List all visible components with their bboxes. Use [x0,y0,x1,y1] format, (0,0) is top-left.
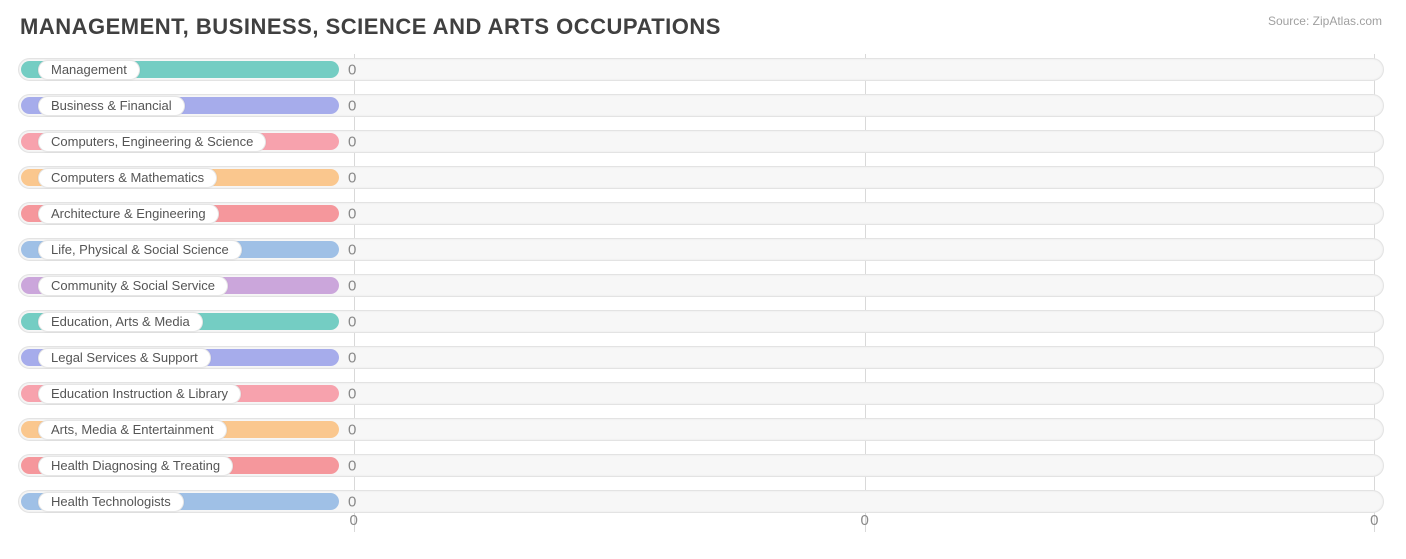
bar-label: Community & Social Service [38,276,228,296]
bar-row: Arts, Media & Entertainment 0 [18,418,1384,441]
bar-label: Education Instruction & Library [38,384,241,404]
bar-row: Education, Arts & Media 0 [18,310,1384,333]
bar-label: Health Technologists [38,492,184,512]
bar-value: 0 [348,133,356,150]
bar-value: 0 [348,277,356,294]
bar-label: Business & Financial [38,96,185,116]
chart-container: MANAGEMENT, BUSINESS, SCIENCE AND ARTS O… [0,0,1406,559]
x-tick-label: 0 [860,512,868,529]
bar-row: Health Diagnosing & Treating 0 [18,454,1384,477]
bar-value: 0 [348,385,356,402]
bar-label: Arts, Media & Entertainment [38,420,227,440]
bar-label: Education, Arts & Media [38,312,203,332]
x-axis: 0 0 0 [18,512,1388,536]
bar-value: 0 [348,241,356,258]
bar-row: Computers, Engineering & Science 0 [18,130,1384,153]
bar-value: 0 [348,457,356,474]
bar-value: 0 [348,61,356,78]
bar-label: Health Diagnosing & Treating [38,456,233,476]
bar-row: Health Technologists 0 [18,490,1384,513]
bar-value: 0 [348,349,356,366]
bar-row: Architecture & Engineering 0 [18,202,1384,225]
bar-row: Education Instruction & Library 0 [18,382,1384,405]
bar-value: 0 [348,493,356,510]
plot-area: Management0Business & Financial0Computer… [18,54,1388,532]
bar-row: Business & Financial 0 [18,94,1384,117]
bar-value: 0 [348,97,356,114]
bar-row: Community & Social Service 0 [18,274,1384,297]
bar-label: Architecture & Engineering [38,204,219,224]
bar-value: 0 [348,169,356,186]
bar-label: Life, Physical & Social Science [38,240,242,260]
chart-title: MANAGEMENT, BUSINESS, SCIENCE AND ARTS O… [20,14,1388,40]
bar-rows: Management0Business & Financial0Computer… [18,54,1388,513]
bar-row: Management 0 [18,58,1384,81]
bar-label: Legal Services & Support [38,348,211,368]
bar-label: Management [38,60,140,80]
x-tick-label: 0 [1370,512,1378,529]
bar-label: Computers, Engineering & Science [38,132,266,152]
x-tick-label: 0 [349,512,357,529]
bar-value: 0 [348,205,356,222]
bar-row: Computers & Mathematics 0 [18,166,1384,189]
bar-value: 0 [348,421,356,438]
bar-label: Computers & Mathematics [38,168,217,188]
source-attribution: Source: ZipAtlas.com [1268,14,1382,28]
bar-row: Life, Physical & Social Science 0 [18,238,1384,261]
bar-value: 0 [348,313,356,330]
bar-row: Legal Services & Support 0 [18,346,1384,369]
